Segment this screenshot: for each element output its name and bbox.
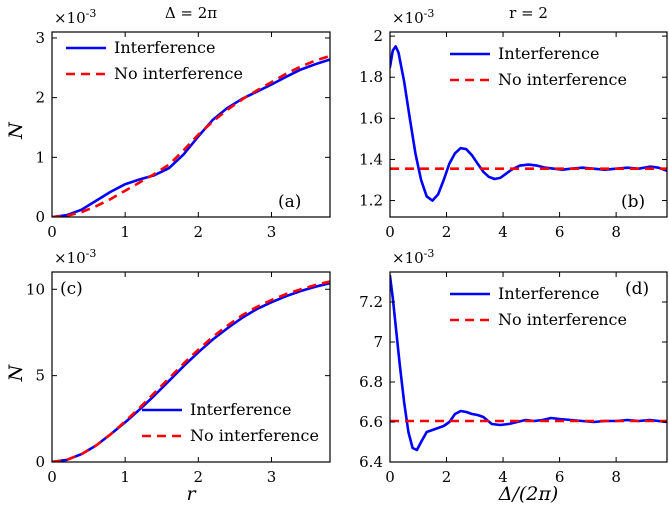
panel-label: (b) xyxy=(621,192,645,212)
y-scale-label: ×10-3 xyxy=(392,247,434,267)
legend-label: No interference xyxy=(190,426,319,445)
y-tick-label: 7.2 xyxy=(359,293,383,311)
y-scale-label: ×10-3 xyxy=(392,7,434,27)
y-tick-label: 1.2 xyxy=(359,192,383,210)
x-tick-label: 0 xyxy=(47,223,57,241)
x-tick-label: 3 xyxy=(267,223,277,241)
y-tick-label: 6.4 xyxy=(359,453,383,471)
y-tick-label: 2 xyxy=(35,89,45,107)
y-tick-label: 2 xyxy=(373,27,383,45)
legend-label: Interference xyxy=(498,284,599,303)
series-line-interference xyxy=(390,45,667,202)
x-axis-label: r xyxy=(186,483,197,505)
y-tick-label: 5 xyxy=(35,367,45,385)
x-tick-label: 8 xyxy=(611,468,621,486)
x-tick-label: 2 xyxy=(442,468,452,486)
legend: Interference No interference xyxy=(450,284,627,329)
x-tick-label: 6 xyxy=(555,223,565,241)
panel-b: 0 2 4 6 8 1.2 1.4 1.6 1.8 2 ×10-3 r = 2 (b) Interfere… xyxy=(359,4,668,241)
y-scale-exponent: -3 xyxy=(86,7,97,20)
panel-title: Δ = 2π xyxy=(165,4,217,22)
x-tick-label: 3 xyxy=(267,468,277,486)
panel-d: 0 2 4 6 86.46.66.877.2×10-3Δ/(2π)(d)Interfer… xyxy=(359,247,668,505)
plot-frame xyxy=(51,31,331,218)
y-tick-label: 0 xyxy=(35,208,45,226)
y-tick-label: 6.8 xyxy=(359,373,383,391)
legend-label: No interference xyxy=(114,64,243,83)
panel-label: (c) xyxy=(60,279,83,299)
panel-a: 0 1 2 3 0 1 2 3 ×10-3 Δ = 2π N (a) Interference No in… xyxy=(5,4,331,241)
legend-label: No interference xyxy=(498,70,627,89)
legend: Interference No interference xyxy=(450,44,627,89)
x-tick-label: 4 xyxy=(498,468,508,486)
series-line-interference xyxy=(52,58,330,217)
legend-label: Interference xyxy=(190,400,291,419)
legend-label: No interference xyxy=(498,310,627,329)
legend-label: Interference xyxy=(114,38,215,57)
x-tick-label: 0 xyxy=(385,468,395,486)
legend: Interference No interference xyxy=(142,400,319,445)
x-tick-label: 0 xyxy=(47,468,57,486)
y-axis-label: N xyxy=(5,363,27,382)
plot-frame xyxy=(389,31,668,218)
x-tick-label: 2 xyxy=(194,468,204,486)
plot-frame xyxy=(389,271,668,463)
x-tick-label: 6 xyxy=(555,468,565,486)
y-tick-label: 1.6 xyxy=(359,109,383,127)
plot-frame xyxy=(51,271,331,463)
y-scale-label: ×10-3 xyxy=(54,7,96,27)
panel-label: (a) xyxy=(278,192,301,212)
x-tick-label: 1 xyxy=(120,468,130,486)
y-scale-exponent: -3 xyxy=(424,7,435,20)
y-scale-label: ×10-3 xyxy=(54,247,96,267)
x-tick-label: 8 xyxy=(611,223,621,241)
x-tick-label: 2 xyxy=(442,223,452,241)
x-tick-label: 4 xyxy=(498,223,508,241)
y-tick-label: 3 xyxy=(35,29,45,47)
y-tick-label: 1 xyxy=(35,148,45,166)
y-scale-exponent: -3 xyxy=(86,247,97,260)
panel-label: (d) xyxy=(625,279,649,299)
y-scale-exponent: -3 xyxy=(424,247,435,260)
y-tick-label: 6.6 xyxy=(359,413,383,431)
series-line-no-interference xyxy=(52,280,330,462)
y-tick-label: 1.4 xyxy=(359,150,383,168)
y-tick-label: 0 xyxy=(35,453,45,471)
x-tick-label: 0 xyxy=(385,223,395,241)
panel-c: 0 1 2 3 0 5 10 ×10-3 Nr (c) Interference No interfe… xyxy=(5,247,331,505)
x-tick-label: 2 xyxy=(194,223,204,241)
y-tick-label: 1.8 xyxy=(359,68,383,86)
panel-title: r = 2 xyxy=(509,4,548,22)
y-tick-label: 7 xyxy=(373,333,383,351)
series-line-no-interference xyxy=(52,54,330,217)
legend-label: Interference xyxy=(498,44,599,63)
x-tick-label: 1 xyxy=(120,223,130,241)
x-axis-label: Δ/(2π) xyxy=(498,483,559,505)
y-axis-label: N xyxy=(5,121,27,140)
y-tick-label: 10 xyxy=(26,280,45,298)
legend: Interference No interference xyxy=(66,38,243,83)
